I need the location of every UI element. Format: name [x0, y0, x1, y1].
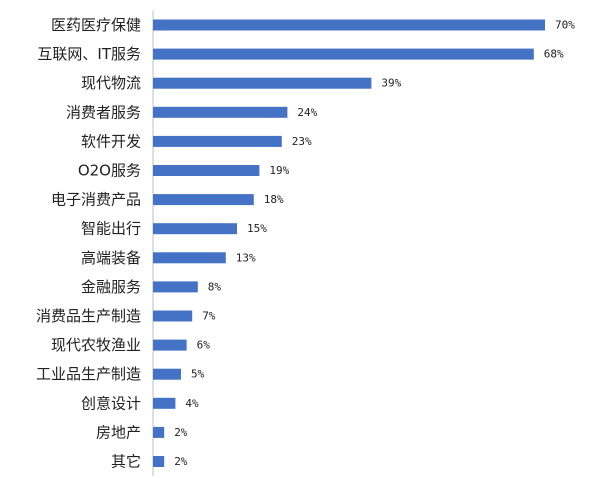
bar-12	[153, 339, 187, 351]
bar-2	[153, 48, 534, 60]
value-label-7: 18%	[264, 193, 284, 206]
bar-4	[153, 106, 288, 118]
category-label-1: 医药医疗保健	[51, 16, 141, 34]
category-label-8: 智能出行	[81, 220, 141, 238]
bar-14	[153, 397, 176, 409]
category-label-6: O2O服务	[78, 162, 141, 180]
value-label-15: 2%	[174, 426, 188, 439]
category-label-3: 现代物流	[81, 74, 141, 92]
category-label-7: 电子消费产品	[51, 191, 141, 209]
bar-10	[153, 281, 198, 293]
category-label-2: 互联网、IT服务	[37, 45, 141, 63]
value-label-9: 13%	[236, 251, 256, 264]
bar-9	[153, 252, 226, 264]
bar-1	[153, 19, 545, 31]
category-label-13: 工业品生产制造	[36, 365, 141, 383]
bar-16	[153, 456, 165, 467]
value-label-6: 19%	[269, 164, 289, 177]
value-label-13: 5%	[191, 368, 205, 381]
category-label-10: 金融服务	[81, 278, 141, 296]
bar-15	[153, 426, 165, 438]
value-label-14: 4%	[185, 397, 199, 410]
value-label-1: 70%	[555, 19, 575, 32]
value-label-12: 6%	[197, 339, 211, 352]
category-label-16: 其它	[111, 453, 141, 471]
value-label-11: 7%	[202, 310, 216, 323]
value-label-3: 39%	[381, 77, 401, 90]
bar-11	[153, 310, 193, 322]
bar-13	[153, 368, 181, 380]
value-label-8: 15%	[247, 222, 267, 235]
value-label-2: 68%	[544, 48, 564, 61]
category-label-4: 消费者服务	[66, 103, 141, 121]
value-label-4: 24%	[297, 106, 317, 119]
bar-8	[153, 223, 237, 235]
category-label-5: 软件开发	[81, 132, 141, 150]
bar-7	[153, 194, 254, 206]
bar-5	[153, 135, 282, 147]
value-labels-group: 70% 68% 39% 24% 23% 19% 18% 15% 13% 8% 7% 6% 5% 4% 2% 2…	[174, 19, 575, 469]
category-label-14: 创意设计	[81, 394, 141, 412]
bar-3	[153, 77, 372, 89]
category-label-15: 房地产	[96, 423, 141, 441]
bars-group	[153, 19, 545, 467]
value-label-10: 8%	[208, 280, 222, 293]
category-label-12: 现代农牧渔业	[51, 336, 141, 354]
category-label-9: 高端装备	[81, 249, 141, 267]
category-label-11: 消费品生产制造	[36, 307, 141, 325]
value-label-16: 2%	[174, 455, 188, 468]
value-label-5: 23%	[292, 135, 312, 148]
bar-6	[153, 165, 260, 176]
